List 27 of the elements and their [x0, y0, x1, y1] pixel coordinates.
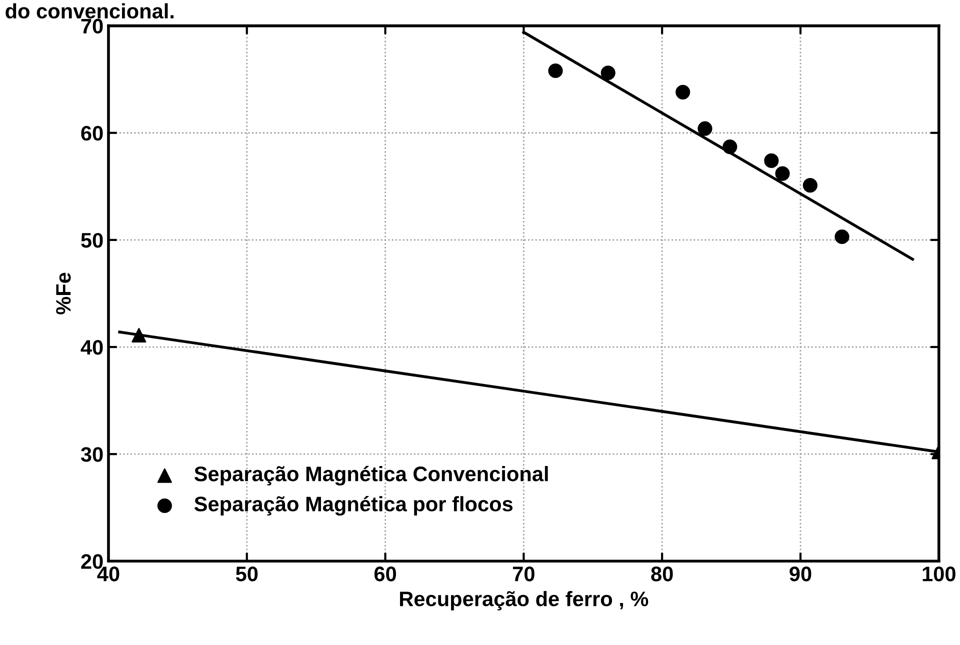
y-tick-label: 70	[81, 18, 103, 34]
point	[775, 166, 790, 181]
point	[600, 66, 616, 80]
point	[698, 121, 712, 136]
y-tick-label: 30	[80, 447, 103, 462]
x-axis-title: Recuperação de ferro , %	[400, 590, 648, 610]
point	[548, 63, 563, 78]
y-tick-label: 60	[81, 126, 103, 141]
y-tick-label: 20	[81, 554, 103, 569]
x-tick-label: 80	[651, 566, 673, 582]
legend-label: Separação Magnética Convencional	[194, 466, 548, 486]
x-tick-label: 40	[97, 566, 120, 582]
point	[764, 153, 779, 168]
point	[834, 229, 850, 244]
x-tick-label: 70	[512, 566, 534, 582]
x-tick-label: 60	[374, 566, 396, 582]
point	[722, 140, 738, 154]
y-tick-label: 40	[80, 340, 103, 355]
x-tick-label: 50	[236, 566, 258, 582]
x-tick-label: 90	[790, 566, 812, 582]
text: do convencional.	[6, 3, 174, 19]
y-tick-label: 50	[81, 232, 103, 248]
point	[802, 178, 818, 193]
point	[676, 84, 690, 100]
legend-label: Separação Magnética por flocos	[194, 496, 513, 516]
y-axis-title: %Fe	[56, 272, 71, 314]
x-tick-label: 100	[922, 566, 956, 582]
